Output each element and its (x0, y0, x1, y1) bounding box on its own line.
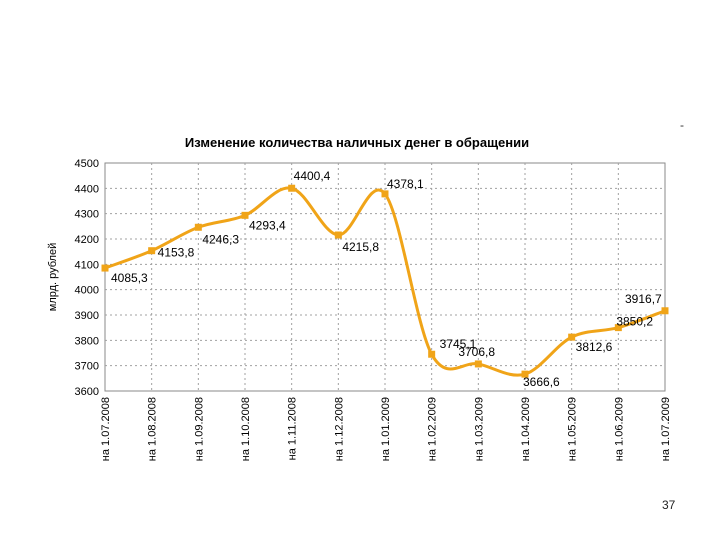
data-point (568, 333, 576, 341)
x-tick-label: на 1.09.2008 (193, 397, 205, 461)
x-tick-label: на 1.08.2008 (147, 397, 159, 461)
data-label: 4215,8 (342, 240, 379, 254)
x-tick-label: на 1.05.2009 (567, 397, 579, 461)
y-tick-label: 4200 (75, 234, 99, 246)
data-label: 3850,2 (616, 315, 653, 329)
data-label: 4293,4 (249, 218, 286, 232)
x-tick-label: на 1.01.2009 (380, 397, 392, 461)
y-tick-label: 4100 (75, 259, 99, 271)
data-label: 4400,4 (294, 169, 331, 183)
y-tick-label: 4300 (75, 209, 99, 221)
data-points (101, 184, 669, 378)
x-tick-label: на 1.10.2008 (240, 397, 252, 461)
data-label: 3666,6 (523, 375, 560, 389)
page-number: 37 (662, 498, 676, 512)
data-point (614, 324, 622, 332)
data-point (194, 223, 202, 231)
data-point (381, 190, 389, 198)
x-tick-label: на 1.12.2008 (333, 397, 345, 461)
y-tick-label: 3900 (75, 310, 99, 322)
y-tick-label: 4500 (75, 158, 99, 170)
data-label: 3916,7 (625, 292, 662, 306)
x-tick-label: на 1.06.2009 (613, 397, 625, 461)
y-axis-label: млрд. рублей (47, 243, 59, 311)
data-point (521, 370, 529, 378)
data-label: 4378,1 (387, 177, 424, 191)
x-tick-label: на 1.02.2009 (427, 397, 439, 461)
x-tick-label: на 1.11.2008 (287, 397, 299, 460)
data-label: 3812,6 (576, 340, 613, 354)
data-labels: 4085,3 4153,8 4246,3 4293,4 4400,4 4215,8 4378… (111, 169, 662, 389)
chart-title: Изменение количества наличных денег в об… (185, 135, 529, 150)
data-point (428, 350, 436, 358)
y-tick-label: 4400 (75, 183, 99, 195)
x-tick-labels: на 1.07.2008 на 1.08.2008 на 1.09.2008 на 1… (100, 397, 672, 461)
data-point (474, 360, 482, 368)
data-point (661, 307, 669, 315)
y-tick-label: 3600 (75, 386, 99, 398)
data-label: 3745,1 (440, 337, 477, 351)
data-label: 3706,8 (458, 345, 495, 359)
data-point (334, 231, 342, 239)
y-tick-label: 4000 (75, 285, 99, 297)
data-label: 4246,3 (202, 232, 239, 246)
grid-lines (105, 163, 665, 391)
data-point (101, 264, 109, 272)
data-label: 4085,3 (111, 271, 148, 285)
x-tick-label: на 1.03.2009 (473, 397, 485, 461)
data-point (241, 211, 249, 219)
x-tick-label: на 1.07.2008 (100, 397, 112, 461)
y-tick-label: 3800 (75, 335, 99, 347)
x-tick-label: на 1.07.2009 (660, 397, 672, 461)
y-tick-label: 3700 (75, 361, 99, 373)
data-point (148, 247, 156, 255)
data-label: 4153,8 (158, 246, 195, 260)
x-tick-label: на 1.04.2009 (520, 397, 532, 461)
slide-dash: - (680, 118, 684, 132)
data-point (288, 184, 296, 192)
y-tick-labels: 3600 3700 3800 3900 4000 4100 4200 4300 4400 4500 (75, 158, 99, 398)
